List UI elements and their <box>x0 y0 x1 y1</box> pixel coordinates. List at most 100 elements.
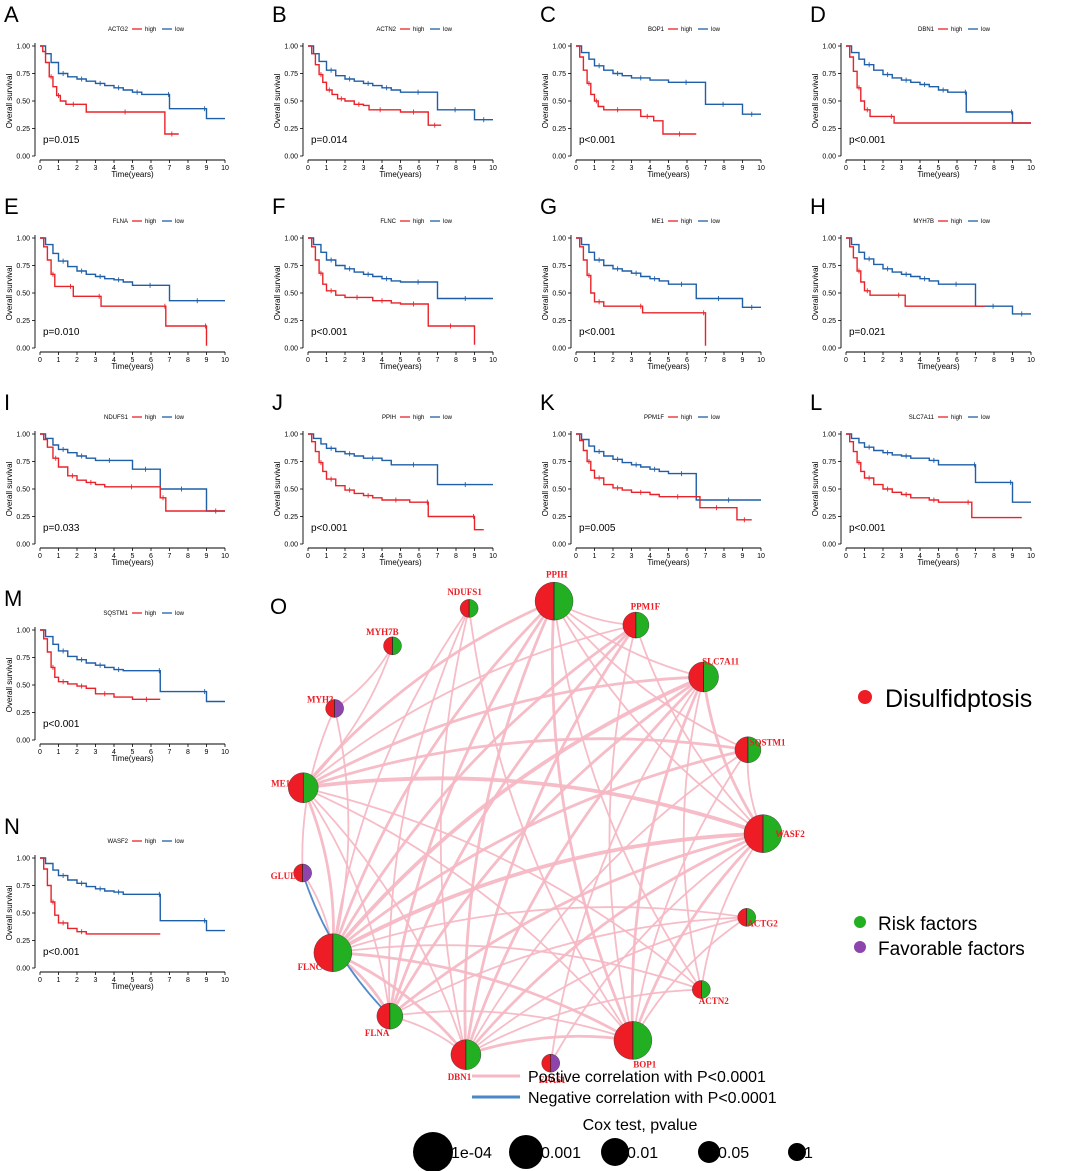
y-tick-label: 0.50 <box>552 99 566 106</box>
node-label: BOP1 <box>633 1060 657 1070</box>
x-tick-label: 10 <box>1027 553 1035 560</box>
x-tick-label: 3 <box>94 357 98 364</box>
y-tick-label: 0.25 <box>16 514 30 521</box>
x-tick-label: 6 <box>417 553 421 560</box>
x-tick-label: 9 <box>1011 165 1015 172</box>
positive-edge <box>332 944 702 991</box>
y-axis-label: Overall survival <box>5 885 14 940</box>
node-left-half <box>293 863 303 883</box>
legend-gene-title: ACTG2 <box>108 27 129 33</box>
km-panel-bop1: C BOP1 high low 0.00 0.25 0.50 0.75 1.00 0 1 2 3 4 5 6 7… <box>540 2 765 179</box>
x-tick-label: 1 <box>57 749 61 756</box>
node-label: DBN1 <box>448 1072 472 1082</box>
x-tick-label: 7 <box>974 553 978 560</box>
panel-letter: G <box>540 194 557 219</box>
x-tick-label: 2 <box>75 977 79 984</box>
legend-high-label: high <box>145 839 156 845</box>
x-axis-label: Time(years) <box>111 982 154 991</box>
x-tick-label: 5 <box>667 553 671 560</box>
x-tick-label: 10 <box>221 357 229 364</box>
node-label: EPAS1 <box>539 1075 566 1085</box>
high-curve <box>576 45 697 135</box>
x-tick-label: 9 <box>741 553 745 560</box>
x-tick-label: 3 <box>630 357 634 364</box>
x-tick-label: 5 <box>131 749 135 756</box>
node-right-half <box>468 599 479 618</box>
positive-edge <box>464 832 764 1056</box>
x-tick-label: 1 <box>325 553 329 560</box>
x-tick-label: 4 <box>648 357 652 364</box>
x-tick-label: 4 <box>380 357 384 364</box>
panel-letter: I <box>4 390 10 415</box>
legend-gene-title: FLNA <box>113 219 128 225</box>
x-tick-label: 9 <box>1011 357 1015 364</box>
node-label: FLNA <box>365 1028 390 1038</box>
positive-edge <box>389 916 747 1017</box>
positive-edge <box>302 786 634 1041</box>
legend-risk-dot <box>854 916 866 928</box>
node-label: FLNC <box>298 962 323 972</box>
km-panel-actg2: A ACTG2 high low 0.00 0.25 0.50 0.75 1.00 0 1 2 3 4 5 6… <box>4 2 229 179</box>
positive-edge <box>700 833 764 990</box>
x-tick-label: 8 <box>454 165 458 172</box>
x-tick-label: 3 <box>94 165 98 172</box>
y-tick-label: 0.50 <box>16 487 30 494</box>
x-tick-label: 9 <box>205 977 209 984</box>
positive-edge <box>553 601 703 991</box>
x-tick-label: 7 <box>168 357 172 364</box>
node-actg2: ACTG2 <box>737 908 778 929</box>
x-tick-label: 9 <box>1011 553 1015 560</box>
positive-edge <box>303 776 764 836</box>
x-tick-label: 1 <box>57 165 61 172</box>
km-panel-flna: E FLNA high low 0.00 0.25 0.50 0.75 1.00 0 1 2 3 4 5 6 7… <box>4 194 229 371</box>
legend-low-label: low <box>981 219 991 225</box>
x-tick-label: 9 <box>473 553 477 560</box>
legend-gene-title: MYH7B <box>913 219 934 225</box>
y-tick-label: 1.00 <box>16 856 30 863</box>
high-curve <box>308 237 476 345</box>
positive-edge <box>388 832 764 1018</box>
y-axis-label: Overall survival <box>811 265 820 320</box>
x-tick-label: 9 <box>473 357 477 364</box>
high-curve <box>40 237 208 346</box>
node-flna: FLNA <box>365 1002 404 1038</box>
legend-low-label: low <box>175 219 185 225</box>
legend-cox-circle <box>788 1143 806 1161</box>
x-tick-label: 2 <box>343 553 347 560</box>
panel-letter: J <box>272 390 283 415</box>
node-actn2: ACTN2 <box>692 980 730 1006</box>
legend-high-label: high <box>681 27 692 33</box>
y-tick-label: 0.75 <box>16 655 30 662</box>
x-tick-label: 6 <box>685 553 689 560</box>
x-tick-label: 10 <box>757 357 765 364</box>
node-dbn1: DBN1 <box>448 1039 482 1082</box>
y-tick-label: 0.75 <box>822 459 836 466</box>
y-axis-label: Overall survival <box>811 461 820 516</box>
node-label: PPM1F <box>631 601 661 611</box>
x-tick-label: 4 <box>648 165 652 172</box>
high-curve <box>40 433 225 512</box>
x-tick-label: 5 <box>131 165 135 172</box>
x-tick-label: 8 <box>992 357 996 364</box>
x-tick-label: 6 <box>149 749 153 756</box>
node-label: ACTN2 <box>699 996 730 1006</box>
panel-letter: N <box>4 814 20 839</box>
x-axis-label: Time(years) <box>111 170 154 179</box>
node-right-half <box>302 863 312 883</box>
x-axis-label: Time(years) <box>111 754 154 763</box>
legend-cox-label: 0.01 <box>627 1145 658 1162</box>
km-panel-flnc: F FLNC high low 0.00 0.25 0.50 0.75 1.00 0 1 2 3 4 5 6 7… <box>272 194 497 371</box>
node-me1: ME1 <box>271 772 319 803</box>
node-wasf2: WASF2 <box>743 814 805 853</box>
p-value: p<0.001 <box>43 947 80 958</box>
x-tick-label: 7 <box>436 553 440 560</box>
x-tick-label: 10 <box>221 977 229 984</box>
legend-low-label: low <box>981 27 991 33</box>
y-tick-label: 1.00 <box>16 628 30 635</box>
p-value: p<0.001 <box>311 523 348 534</box>
x-tick-label: 1 <box>325 165 329 172</box>
legend-high-label: high <box>145 611 156 617</box>
x-axis-label: Time(years) <box>379 362 422 371</box>
x-axis-label: Time(years) <box>379 558 422 567</box>
node-right-half <box>332 933 352 972</box>
